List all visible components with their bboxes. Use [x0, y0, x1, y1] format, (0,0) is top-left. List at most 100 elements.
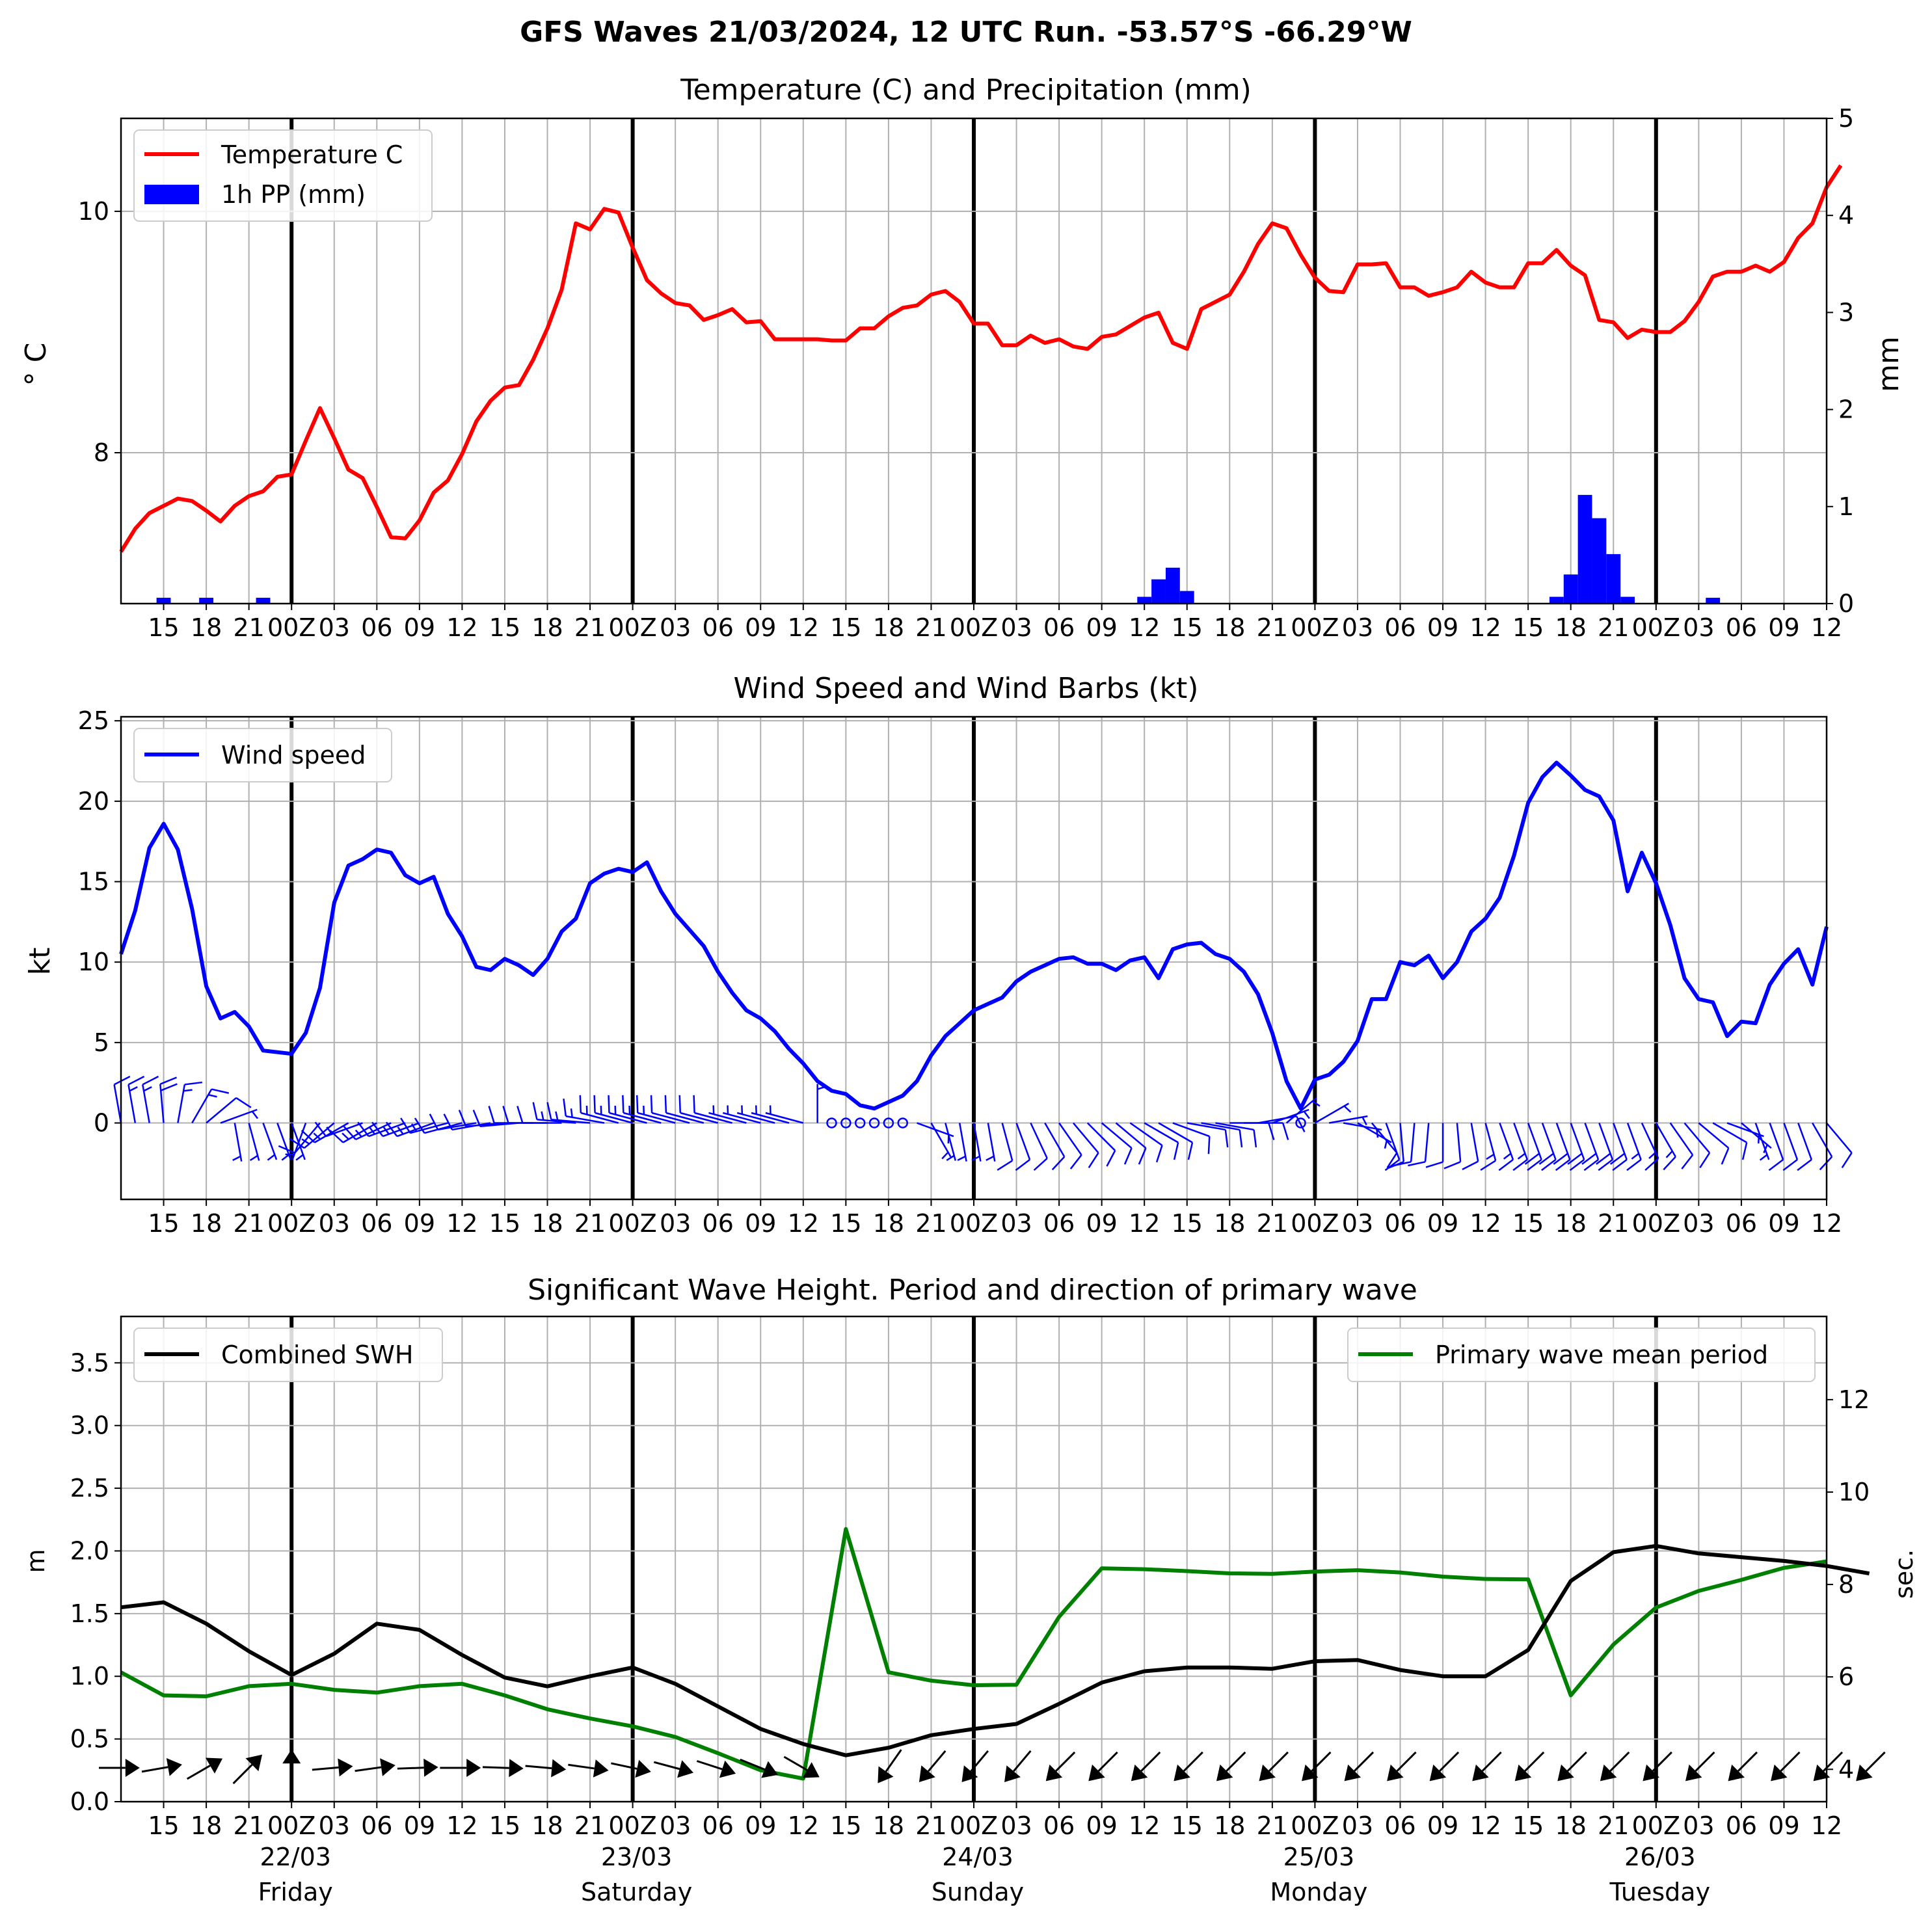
- barb-feather: [1386, 1152, 1398, 1168]
- day-weekday-label: Tuesday: [1609, 1878, 1710, 1906]
- wind-barb: [546, 1102, 591, 1124]
- y-tick-label: 25: [78, 706, 109, 735]
- x-tick-label: 12: [788, 1811, 819, 1840]
- barb-staff: [945, 1123, 957, 1161]
- barb-staff: [342, 1122, 377, 1143]
- precipitation-bar: [1137, 596, 1152, 604]
- barb-staff: [1584, 1123, 1600, 1160]
- barb-staff: [1513, 1123, 1528, 1160]
- x-tick-label: 12: [1129, 613, 1160, 642]
- wave-arrow: [1557, 1751, 1587, 1782]
- arrow-head: [1216, 1764, 1233, 1782]
- wind-legend: Wind speed: [133, 728, 392, 782]
- barb-staff: [325, 1122, 363, 1138]
- y-tick-label: 0: [1838, 589, 1854, 618]
- wind-barb: [262, 1123, 278, 1161]
- wind-barb: [1641, 1122, 1659, 1171]
- barb-feather: [563, 1098, 567, 1117]
- barb-half-feather: [249, 1155, 258, 1162]
- wind-barb: [400, 1117, 448, 1134]
- x-tick-label: 06: [1043, 613, 1075, 642]
- wind-barb: [1215, 1122, 1257, 1148]
- wind-barb: [693, 1095, 732, 1124]
- wave-arrow: [1216, 1751, 1246, 1782]
- day-labels: 22/03 Friday 23/03 Saturday 24/03 Sunday 25/03…: [258, 1843, 1710, 1906]
- arrow-shaft: [970, 1750, 989, 1772]
- barb-staff: [765, 1112, 804, 1124]
- x-tick-label: 21: [915, 1209, 946, 1238]
- temperature-ylabel: ° C: [20, 343, 53, 386]
- precipitation-bar: [156, 598, 171, 604]
- barb-feather: [579, 1095, 582, 1114]
- x-tick-label: 12: [788, 1209, 819, 1238]
- arrow-head: [1813, 1764, 1831, 1782]
- barb-feather: [472, 1110, 481, 1127]
- arrow-head: [1045, 1764, 1063, 1782]
- barb-staff: [1129, 1122, 1163, 1146]
- barb-half-feather: [957, 1155, 966, 1162]
- y-tick-label: 3.5: [70, 1348, 109, 1377]
- barb-feather: [1612, 1158, 1628, 1171]
- barb-feather: [608, 1095, 610, 1114]
- x-tick-label: 15: [1172, 613, 1203, 642]
- wind-barb: [708, 1105, 747, 1124]
- temperature-chart-title: Temperature (C) and Precipitation (mm): [680, 73, 1252, 107]
- barb-staff: [1555, 1123, 1571, 1160]
- wind-barb: [1285, 1097, 1321, 1124]
- arrow-shaft: [1566, 1751, 1587, 1772]
- wind-barb: [1144, 1122, 1179, 1160]
- day-date-label: 25/03: [1283, 1843, 1355, 1871]
- x-tick-label: 12: [1129, 1811, 1160, 1840]
- y-tick-label: 0.5: [70, 1725, 109, 1754]
- barb-feather: [127, 1075, 145, 1086]
- wave-arrow: [482, 1759, 524, 1778]
- calm-circle: [854, 1117, 866, 1128]
- barb-half-feather: [1759, 1154, 1768, 1161]
- wind-barb: [622, 1095, 662, 1124]
- wind-barb: [1072, 1122, 1099, 1168]
- wave-arrow: [232, 1754, 263, 1785]
- barb-feather: [371, 1121, 384, 1137]
- x-tick-label: 15: [830, 1209, 861, 1238]
- arrow-head: [1259, 1764, 1276, 1782]
- temperature-plot-frame: [120, 117, 1828, 605]
- arrow-shaft: [927, 1750, 946, 1772]
- x-tick-label: 12: [446, 613, 477, 642]
- x-tick-label: 00Z: [267, 613, 315, 642]
- wind-barb: [1129, 1122, 1163, 1163]
- wind-barb: [142, 1075, 159, 1123]
- y-tick-label: 8: [94, 438, 109, 467]
- wind-barb: [314, 1121, 363, 1138]
- precipitation-bar: [1620, 596, 1635, 604]
- barb-feather: [1841, 1152, 1853, 1168]
- wind-barb: [1498, 1123, 1514, 1171]
- x-tick-label: 00Z: [950, 1209, 998, 1238]
- wind-barb: [289, 1122, 335, 1149]
- wave-arrow: [282, 1749, 301, 1790]
- period-ylabel: sec.: [1890, 1549, 1918, 1599]
- wave-arrow: [1643, 1751, 1672, 1782]
- wave-arrow: [1302, 1751, 1332, 1782]
- x-tick-label: 03: [1000, 1209, 1032, 1238]
- wind-barb: [1201, 1122, 1243, 1148]
- wind-barb: [1626, 1123, 1642, 1171]
- barb-feather: [1538, 1153, 1554, 1165]
- arrow-shaft: [653, 1761, 680, 1770]
- x-tick-label: 21: [1257, 613, 1288, 642]
- arrow-shaft: [740, 1758, 766, 1770]
- x-tick-label: 15: [1512, 613, 1544, 642]
- x-tick-label: 00Z: [608, 1209, 656, 1238]
- barb-staff: [1030, 1122, 1048, 1159]
- arrow-shaft: [783, 1755, 808, 1771]
- wind-barb: [816, 1084, 827, 1123]
- x-tick-label: 06: [1043, 1811, 1075, 1840]
- wave-arrow: [312, 1758, 353, 1777]
- swh-yticks: 0.0 0.5 1.0 1.5 2.0 2.5 3.0 3.5: [70, 1348, 121, 1816]
- x-tick-label: 15: [830, 1811, 861, 1840]
- wind-barb: [1158, 1122, 1194, 1160]
- barb-feather: [314, 1121, 327, 1137]
- wind-barb: [1512, 1123, 1528, 1171]
- wind-barb: [232, 1123, 243, 1162]
- x-tick-label: 15: [1512, 1209, 1544, 1238]
- barb-feather: [1239, 1129, 1243, 1148]
